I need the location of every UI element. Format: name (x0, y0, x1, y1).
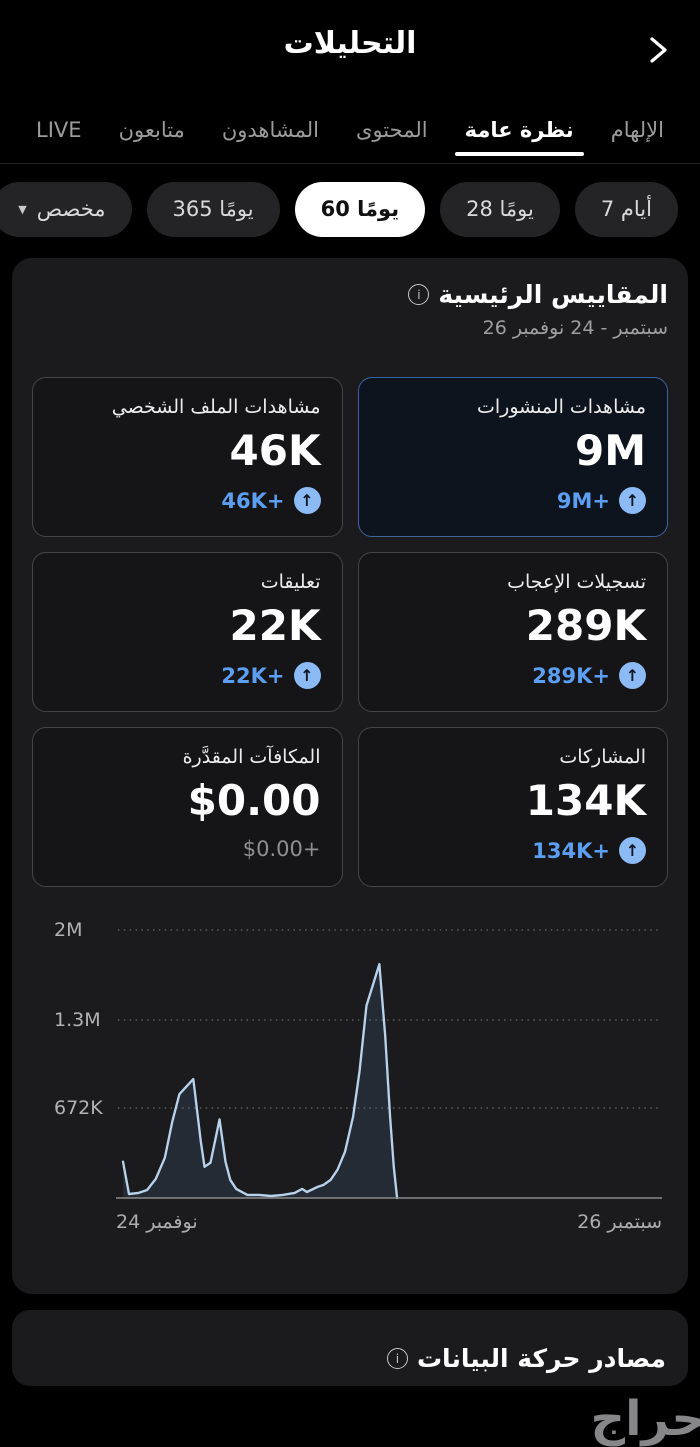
chevron-right-icon (645, 33, 671, 67)
metric-label: مشاهدات الملف الشخصي (54, 396, 321, 418)
tab-inspiration[interactable]: الإلهام (609, 96, 666, 163)
tab-overview[interactable]: نظرة عامة (463, 96, 576, 163)
tab-label: متابعون (119, 118, 185, 142)
page-title: التحليلات (0, 26, 700, 61)
filter-28-days[interactable]: 28 يومًا (440, 182, 560, 237)
tab-followers[interactable]: متابعون (117, 96, 187, 163)
filter-365-days[interactable]: 365 يومًا (147, 182, 280, 237)
metric-delta: $0.00+ (243, 837, 321, 861)
info-circle-icon[interactable]: i (387, 1348, 408, 1369)
metric-card-estimated-rewards[interactable]: المكافآت المقدَّرة $0.00 $0.00+ (32, 727, 343, 887)
arrow-up-circle-icon: ↑ (619, 487, 646, 514)
metric-delta: 22K+ (221, 664, 284, 688)
tab-live[interactable]: LIVE (34, 96, 84, 163)
metric-label: المكافآت المقدَّرة (54, 746, 321, 768)
key-metrics-card: المقاييس الرئيسية i 26 سبتمبر - 24 نوفمب… (12, 258, 688, 1294)
tab-viewers[interactable]: المشاهدون (220, 96, 321, 163)
tab-bar: الإلهام نظرة عامة المحتوى المشاهدون متاب… (0, 96, 700, 164)
metric-delta-row: 22K+ ↑ (54, 662, 321, 689)
arrow-up-circle-icon: ↑ (294, 662, 321, 689)
filter-label: 60 يومًا (321, 197, 400, 221)
metric-label: تعليقات (54, 571, 321, 593)
filter-label: 7 أيام (601, 197, 652, 221)
x-axis-labels: 24 نوفمبر 26 سبتمبر (116, 1211, 662, 1233)
metric-delta: 289K+ (532, 664, 610, 688)
post-views-chart: 2M 1.3M 672K 24 نوفمبر 26 سبتمبر (32, 917, 668, 1249)
metric-delta: 134K+ (532, 839, 610, 863)
tab-label: المشاهدون (222, 118, 319, 142)
traffic-sources-title: مصادر حركة البيانات (417, 1344, 666, 1373)
filter-label: 365 يومًا (173, 197, 254, 221)
metric-label: مشاهدات المنشورات (380, 396, 647, 418)
metric-delta-row: 9M+ ↑ (380, 487, 647, 514)
y-axis-tick: 1.3M (54, 1009, 101, 1031)
traffic-chart-svg (116, 917, 662, 1217)
active-tab-underline (455, 152, 584, 156)
x-axis-label-right: 26 سبتمبر (577, 1211, 662, 1233)
metric-delta-row: 46K+ ↑ (54, 487, 321, 514)
arrow-up-circle-icon: ↑ (619, 662, 646, 689)
key-metrics-date-range: 26 سبتمبر - 24 نوفمبر (32, 317, 668, 339)
metric-value: 9M (380, 428, 647, 474)
date-filter-row: 7 أيام 28 يومًا 60 يومًا 365 يومًا مخصص ▼ (0, 178, 700, 240)
filter-60-days[interactable]: 60 يومًا (295, 182, 426, 237)
metric-value: 289K (380, 603, 647, 649)
metric-value: 46K (54, 428, 321, 474)
metric-card-likes[interactable]: تسجيلات الإعجاب 289K 289K+ ↑ (358, 552, 669, 712)
y-axis-tick: 2M (54, 919, 82, 941)
metric-card-post-views[interactable]: مشاهدات المنشورات 9M 9M+ ↑ (358, 377, 669, 537)
metric-card-profile-views[interactable]: مشاهدات الملف الشخصي 46K 46K+ ↑ (32, 377, 343, 537)
metric-value: $0.00 (54, 778, 321, 824)
filter-7-days[interactable]: 7 أيام (575, 182, 678, 237)
chart-area (123, 964, 397, 1198)
metric-value: 134K (380, 778, 647, 824)
metric-delta-row: 289K+ ↑ (380, 662, 647, 689)
metrics-grid: مشاهدات المنشورات 9M 9M+ ↑ مشاهدات الملف… (32, 377, 668, 887)
info-circle-icon[interactable]: i (408, 284, 429, 305)
header: التحليلات (0, 0, 700, 96)
metric-card-comments[interactable]: تعليقات 22K 22K+ ↑ (32, 552, 343, 712)
arrow-up-circle-icon: ↑ (294, 487, 321, 514)
filter-label: مخصص (37, 197, 106, 221)
filter-custom[interactable]: مخصص ▼ (0, 182, 132, 237)
x-axis-label-left: 24 نوفمبر (116, 1211, 198, 1233)
tab-label: الإلهام (611, 118, 664, 142)
tab-label: المحتوى (356, 118, 428, 142)
back-button[interactable] (636, 28, 680, 72)
tab-content[interactable]: المحتوى (354, 96, 430, 163)
metric-delta: 46K+ (221, 489, 284, 513)
metric-delta-row: 134K+ ↑ (380, 837, 647, 864)
y-axis-tick: 672K (54, 1097, 103, 1119)
tab-label: LIVE (36, 118, 82, 142)
metric-label: المشاركات (380, 746, 647, 768)
caret-down-icon: ▼ (18, 204, 26, 215)
haraj-watermark: حراج (591, 1391, 700, 1447)
tab-label: نظرة عامة (465, 118, 574, 142)
metric-card-shares[interactable]: المشاركات 134K 134K+ ↑ (358, 727, 669, 887)
traffic-sources-card: مصادر حركة البيانات i (12, 1310, 688, 1386)
arrow-up-circle-icon: ↑ (619, 837, 646, 864)
filter-label: 28 يومًا (466, 197, 534, 221)
key-metrics-title: المقاييس الرئيسية (438, 280, 668, 309)
metric-delta-row: $0.00+ (54, 837, 321, 861)
metric-label: تسجيلات الإعجاب (380, 571, 647, 593)
metric-value: 22K (54, 603, 321, 649)
metric-delta: 9M+ (557, 489, 610, 513)
